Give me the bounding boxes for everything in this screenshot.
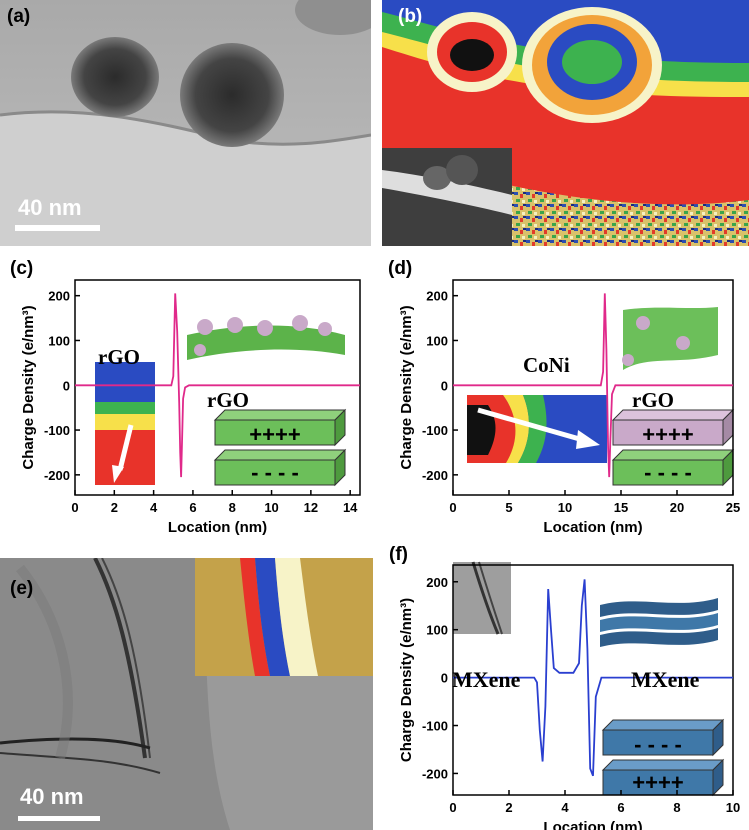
tem-image-a [0,0,371,246]
x-tick-label: 8 [229,500,236,515]
phase-map-image [382,0,749,246]
material-label-right: rGO [207,388,249,412]
charge-density-series-line [453,579,733,777]
plot-frame [74,279,361,496]
stack-top-charge: ++++ [249,422,301,447]
charge-stack [611,408,735,487]
y-tick-label: 0 [441,378,448,393]
scale-bar [15,225,100,231]
nanoparticle [71,37,159,117]
material-label-left: rGO [98,345,140,369]
panel-e-tem-image: (e) 40 nm [0,558,373,830]
panel-a-tem-image: (a) 40 nm [0,0,371,246]
x-axis-label: Location (nm) [168,519,267,536]
panel-d-plot: 0 5 10 15 20 25 -200 -100 0 100 200 Location (nm) Ch… [378,255,749,545]
x-tick-label: 0 [449,800,456,815]
plot-frame [452,279,734,496]
y-tick-label: 200 [426,289,448,304]
x-axis-label: Location (nm) [543,819,642,830]
x-tick-label: 15 [614,500,628,515]
x-tick-label: 5 [505,500,512,515]
x-tick-label: 4 [150,500,158,515]
material-label-left: MXene [452,667,521,692]
plot-frame [452,564,734,796]
y-axis-label: Charge Density (e/nm³) [20,305,37,469]
material-label-left: CoNi [523,353,570,377]
scale-bar [18,816,100,821]
y-tick-label: -100 [422,719,448,734]
scale-bar-label: 40 nm [18,195,82,220]
x-axis-label: Location (nm) [543,519,642,536]
stack-bottom-charge: - - - - [251,460,299,485]
charge-stack [213,408,347,487]
y-axis-label: Charge Density (e/nm³) [398,305,415,469]
y-tick-label: 0 [63,378,70,393]
y-tick-label: 100 [426,333,448,348]
stack-bottom-charge: - - - - [644,460,692,485]
x-tick-label: 10 [558,500,572,515]
charge-stack [601,718,725,797]
y-tick-label: 100 [426,623,448,638]
panel-label: (b) [398,6,423,27]
panel-c-plot: 0 2 4 6 8 10 12 14 -200 -100 0 100 200 Location (nm) C… [0,255,371,545]
x-tick-label: 4 [561,800,569,815]
x-tick-label: 10 [726,800,740,815]
x-tick-label: 0 [449,500,456,515]
x-tick-label: 2 [111,500,118,515]
nanoparticle [180,43,284,147]
panel-b-phase-map: (b) [382,0,749,246]
material-label-right: MXene [631,667,700,692]
charge-density-chart-d: 0 5 10 15 20 25 -200 -100 0 100 200 Location (nm) Ch… [398,279,740,536]
tem-image-e [0,558,373,830]
charge-density-series-line [453,293,733,478]
x-tick-label: 12 [304,500,318,515]
x-tick-label: 8 [673,800,680,815]
mxene-layers-illustration [600,598,718,647]
panel-label: (d) [388,258,413,279]
stack-bottom-charge: ++++ [632,770,684,795]
charge-density-chart-c: 0 2 4 6 8 10 12 14 -200 -100 0 100 200 Location (nm) C… [20,279,361,536]
scale-bar-label: 40 nm [20,784,84,809]
y-axis-label: Charge Density (e/nm³) [398,598,415,762]
stack-top-charge: - - - - [634,732,682,757]
y-tick-label: 0 [441,671,448,686]
x-tick-label: 2 [505,800,512,815]
x-tick-label: 25 [726,500,740,515]
material-label-right: rGO [632,388,674,412]
x-tick-label: 0 [71,500,78,515]
y-tick-label: -100 [44,423,70,438]
graphene-sheet-illustration [623,307,718,370]
graphene-3d-illustration [187,325,345,360]
charge-density-series-line [75,293,360,478]
x-tick-label: 20 [670,500,684,515]
y-tick-label: 100 [48,333,70,348]
panel-f-plot: 0 2 4 6 8 10 -200 -100 0 100 200 Location (nm) Charg… [378,540,749,830]
y-tick-label: -200 [422,766,448,781]
panel-label: (a) [7,6,31,27]
y-tick-label: 200 [48,289,70,304]
y-tick-label: 200 [426,575,448,590]
y-tick-label: -200 [422,468,448,483]
x-tick-label: 6 [189,500,196,515]
charge-density-chart-f: 0 2 4 6 8 10 -200 -100 0 100 200 Location (nm) Charg… [398,561,740,830]
y-tick-label: -200 [44,468,70,483]
panel-label: (e) [10,578,34,599]
stack-top-charge: ++++ [642,422,694,447]
x-tick-label: 6 [617,800,624,815]
panel-label: (f) [389,544,408,565]
x-tick-label: 14 [343,500,358,515]
x-tick-label: 10 [264,500,278,515]
panel-label: (c) [10,258,34,279]
y-tick-label: -100 [422,423,448,438]
